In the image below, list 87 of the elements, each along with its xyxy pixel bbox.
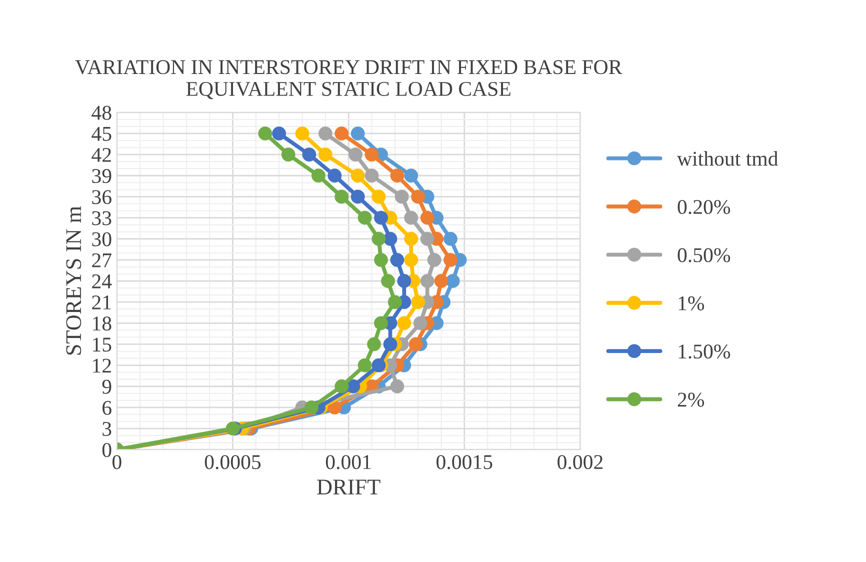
point [374,252,388,267]
point [388,295,402,310]
point [444,232,458,246]
point [348,148,362,162]
y-tick-label: 24 [92,274,112,288]
point [358,358,372,372]
point [358,210,372,225]
chart-title: VARIATION IN INTERSTOREY DRIFT IN FIXED BASE FOR EQUIVALENT STATIC LOAD CASE [75,60,622,100]
y-tick-label: 6 [102,400,112,415]
legend-label: 0.50% [678,248,730,262]
point [367,337,381,352]
point [334,190,349,204]
point [328,168,342,183]
point [272,126,286,140]
y-tick-label: 9 [102,380,112,394]
point [374,316,388,330]
y-tick-label: 0 [102,442,112,458]
x-tick-label: 0.002 [558,455,603,470]
point [318,126,332,140]
point [364,148,379,162]
legend-label: 1.50% [678,344,730,359]
point [408,337,423,352]
point [258,126,272,140]
legend-label: 2% [678,392,704,407]
point [350,126,365,140]
point [318,148,332,162]
x-tick-label: 0.0005 [204,455,261,470]
point [372,232,386,246]
point [295,126,310,140]
point [434,274,448,288]
point [444,252,458,267]
legend-label: without tmd [677,151,778,166]
point [420,274,434,288]
point [420,210,434,225]
x-axis-title: DRIFT [317,480,380,494]
x-tick-label: 0 [112,455,122,470]
point [411,295,426,310]
point [390,168,404,183]
y-tick-label: 12 [93,358,111,373]
y-tick-label: 3 [102,422,112,436]
y-axis-title: STOREYS IN m [66,206,82,355]
point [427,252,442,267]
legend-label: 0.20% [678,200,730,214]
point [413,316,428,330]
point [381,274,395,288]
y-tick-label: 15 [93,338,112,352]
point [334,379,349,394]
y-tick-label: 42 [92,148,111,162]
point [334,126,349,140]
point [397,274,412,288]
legend-label: 1% [678,296,704,310]
point [390,379,404,394]
y-tick-label: 48 [92,106,112,120]
y-tick-label: 36 [92,190,112,204]
point [350,168,365,183]
point [404,210,418,225]
y-tick-label: 21 [92,296,111,310]
y-tick-label: 18 [93,316,112,331]
point [383,232,398,246]
point [281,148,296,162]
y-tick-label: 30 [92,232,112,246]
point [302,148,316,162]
y-tick-label: 27 [92,253,112,268]
point [374,210,388,225]
point [312,168,326,183]
x-tick-label: 0.0015 [436,455,492,470]
point [372,190,386,204]
point [397,316,412,330]
point [372,358,386,372]
point [411,190,426,204]
point [383,337,398,352]
point [446,274,460,288]
point [394,190,409,204]
point [226,422,240,436]
y-tick-label: 45 [92,126,112,141]
point [350,190,365,204]
point [404,252,418,267]
point [404,168,418,183]
x-tick-label: 0.001 [326,455,371,470]
point [420,232,434,246]
point [304,400,318,414]
point [364,168,379,183]
point [390,252,404,267]
point [404,232,418,246]
y-tick-label: 33 [92,211,112,226]
point [346,379,360,394]
y-tick-label: 39 [92,169,112,184]
